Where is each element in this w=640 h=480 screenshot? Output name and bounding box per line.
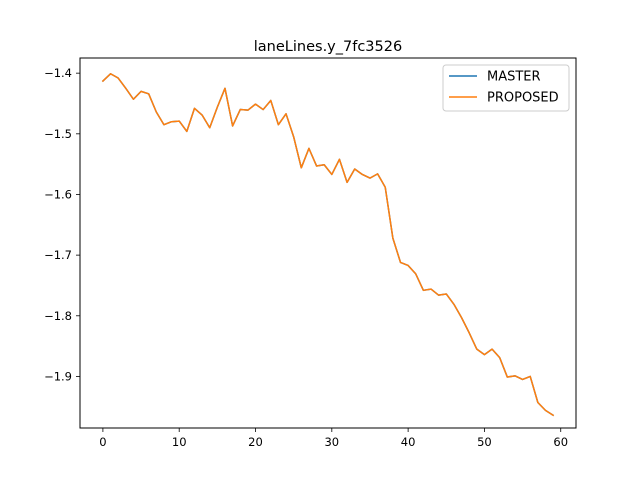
plot-frame [79, 57, 577, 429]
chart-title: laneLines.y_7fc3526 [254, 39, 402, 55]
x-tick-label: 0 [99, 435, 106, 449]
y-axis: −1.4 −1.5 −1.6 −1.7 −1.8 −1.9 [44, 66, 80, 383]
x-tick-label: 30 [324, 435, 339, 449]
y-tick-label: −1.9 [44, 369, 72, 383]
x-tick-label: 10 [172, 435, 187, 449]
y-tick-label: −1.4 [44, 66, 72, 80]
x-tick-label: 20 [248, 435, 263, 449]
x-axis: 0 10 20 30 40 50 60 [99, 428, 568, 449]
y-tick-label: −1.8 [44, 309, 72, 323]
series-layer [101, 73, 555, 417]
legend-label-proposed: PROPOSED [487, 91, 559, 106]
legend: MASTER PROPOSED [442, 64, 570, 112]
x-tick-label: 50 [477, 435, 492, 449]
series-line-proposed [101, 73, 555, 417]
y-tick-label: −1.7 [44, 248, 72, 262]
x-tick-label: 40 [401, 435, 416, 449]
y-tick-label: −1.5 [44, 127, 72, 141]
x-tick-label: 60 [553, 435, 568, 449]
legend-label-master: MASTER [487, 70, 541, 85]
y-tick-label: −1.6 [44, 187, 72, 201]
